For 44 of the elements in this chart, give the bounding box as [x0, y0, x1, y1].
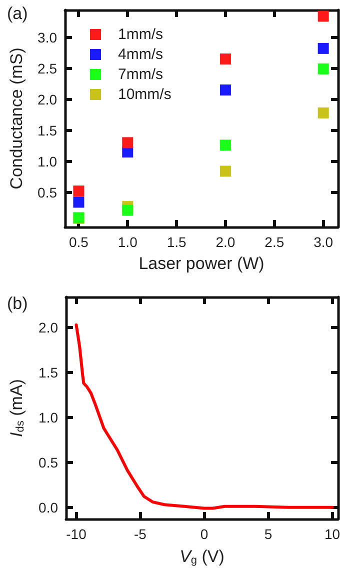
x-tick-label: 1.0 — [118, 234, 138, 250]
point — [220, 84, 231, 96]
legend-label: 10mm/s — [118, 86, 172, 103]
x-tick-label: 0.5 — [68, 234, 89, 250]
point — [122, 137, 134, 148]
y-tick-label: 2.0 — [38, 91, 58, 108]
chart-title: (b) — [7, 294, 28, 313]
point — [220, 166, 231, 177]
y-tick-label: 3.0 — [38, 29, 58, 46]
x-tick-label: -5 — [134, 526, 147, 542]
point — [73, 196, 84, 208]
x-tick-label: 1.5 — [166, 234, 186, 250]
x-tick-label: 0 — [200, 526, 208, 542]
chart-title: (a) — [7, 4, 28, 23]
x-tick-label: 5 — [264, 526, 272, 542]
x-tick-label: 3.0 — [314, 234, 334, 250]
point — [318, 10, 329, 22]
y-tick-label: 0.0 — [38, 499, 58, 516]
y-tick-label: 0.5 — [38, 454, 58, 470]
point — [73, 186, 84, 197]
line-series — [74, 323, 334, 510]
x-tick-label: -10 — [66, 526, 87, 542]
y-tick-label: 1.5 — [38, 122, 58, 138]
point — [318, 107, 329, 118]
y-axis-title: Ids (mA) — [7, 379, 26, 437]
point — [318, 42, 329, 54]
point — [220, 140, 231, 151]
y-tick-label: 2.5 — [38, 60, 58, 76]
point — [318, 63, 329, 74]
point — [122, 204, 134, 216]
y-tick-label: 1.0 — [38, 153, 58, 170]
x-tick-label: 2.5 — [264, 234, 284, 250]
legend-label: 1mm/s — [118, 26, 163, 43]
point — [220, 53, 231, 64]
y-tick-label: 0.5 — [38, 184, 58, 200]
x-tick-label: 2.0 — [216, 234, 236, 250]
y-tick-label: 1.5 — [38, 364, 58, 380]
y-tick-label: 1.0 — [38, 409, 58, 426]
legend-label: 4mm/s — [118, 46, 163, 63]
y-tick-label: 2.0 — [38, 320, 58, 336]
x-axis-title: Laser power (W) — [138, 254, 264, 273]
legend-label: 7mm/s — [118, 66, 163, 83]
x-tick-label: 10 — [324, 526, 340, 542]
y-axis-title: Conductance (mS) — [7, 48, 26, 190]
